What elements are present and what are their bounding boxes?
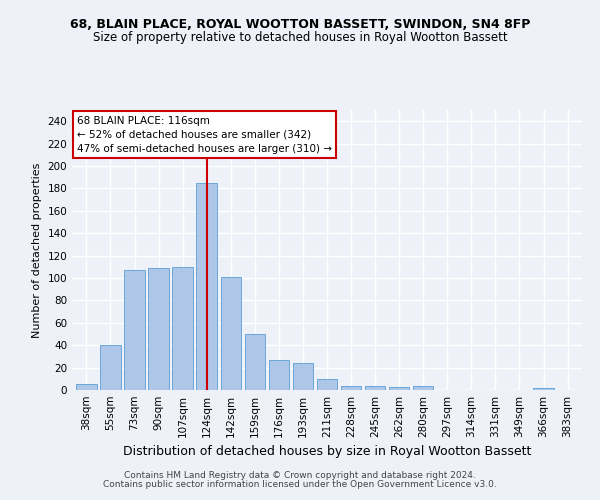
- Bar: [245, 334, 265, 390]
- Bar: [76, 384, 97, 390]
- X-axis label: Distribution of detached houses by size in Royal Wootton Bassett: Distribution of detached houses by size …: [123, 446, 531, 458]
- Bar: [269, 360, 289, 390]
- Text: Contains HM Land Registry data © Crown copyright and database right 2024.: Contains HM Land Registry data © Crown c…: [124, 471, 476, 480]
- Bar: [148, 268, 169, 390]
- Text: 68, BLAIN PLACE, ROYAL WOOTTON BASSETT, SWINDON, SN4 8FP: 68, BLAIN PLACE, ROYAL WOOTTON BASSETT, …: [70, 18, 530, 30]
- Bar: [172, 267, 193, 390]
- Text: Contains public sector information licensed under the Open Government Licence v3: Contains public sector information licen…: [103, 480, 497, 489]
- Bar: [389, 386, 409, 390]
- Bar: [221, 277, 241, 390]
- Bar: [293, 363, 313, 390]
- Bar: [124, 270, 145, 390]
- Text: Size of property relative to detached houses in Royal Wootton Bassett: Size of property relative to detached ho…: [92, 31, 508, 44]
- Bar: [365, 386, 385, 390]
- Bar: [413, 386, 433, 390]
- Bar: [533, 388, 554, 390]
- Bar: [196, 183, 217, 390]
- Bar: [317, 379, 337, 390]
- Y-axis label: Number of detached properties: Number of detached properties: [32, 162, 42, 338]
- Bar: [341, 386, 361, 390]
- Bar: [100, 345, 121, 390]
- Text: 68 BLAIN PLACE: 116sqm
← 52% of detached houses are smaller (342)
47% of semi-de: 68 BLAIN PLACE: 116sqm ← 52% of detached…: [77, 116, 332, 154]
